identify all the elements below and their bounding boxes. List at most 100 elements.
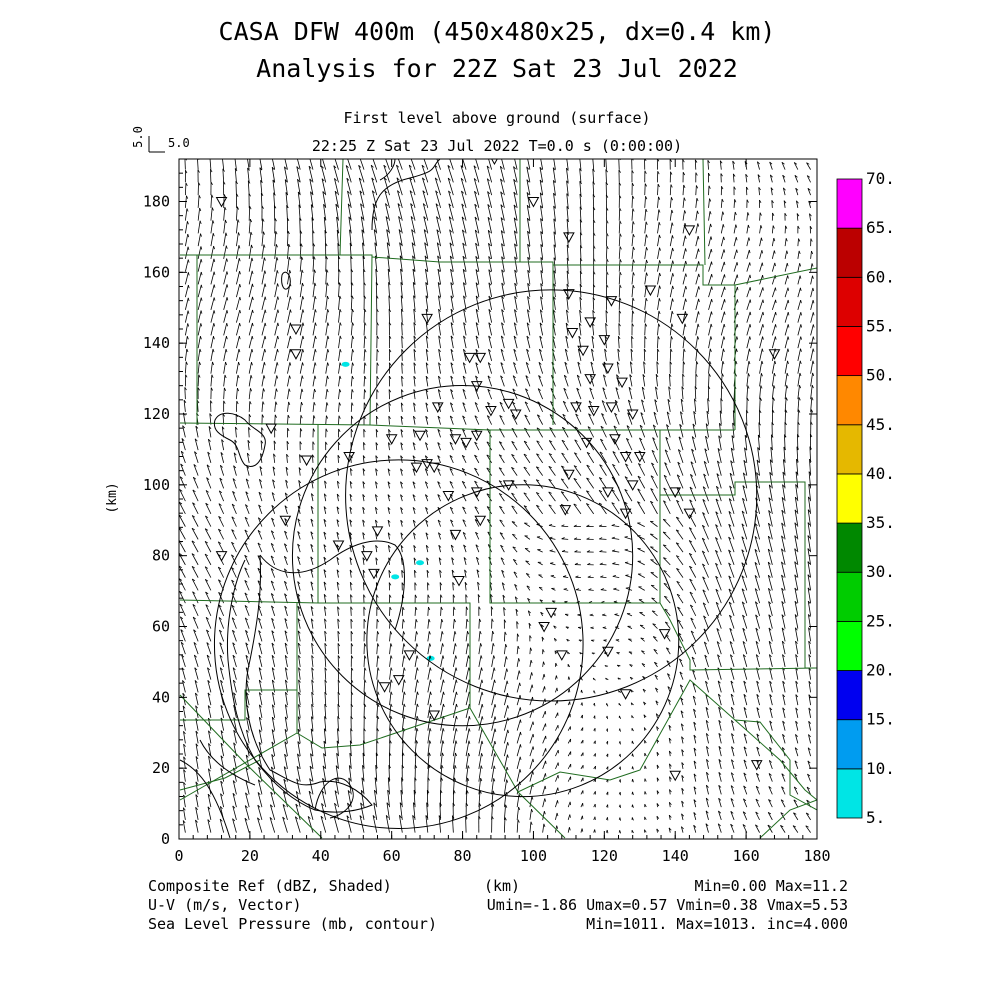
wind-vector <box>498 454 505 464</box>
wind-vector-head <box>274 218 277 222</box>
wind-vector <box>349 229 352 247</box>
wind-vector <box>503 779 508 795</box>
wind-vector-head <box>337 679 341 683</box>
wind-vector-head <box>454 765 457 769</box>
wind-vector <box>438 309 441 323</box>
wind-vector-head <box>553 296 556 300</box>
wind-vector <box>287 243 290 259</box>
wind-vector <box>258 717 263 731</box>
wind-vector-head <box>618 702 622 707</box>
wind-vector <box>676 581 684 591</box>
wind-vector <box>626 425 633 438</box>
wind-vector <box>657 247 660 259</box>
wind-vector-head <box>218 503 222 506</box>
wind-vector <box>400 790 403 808</box>
wind-vector-head <box>308 165 312 169</box>
ref-vector-u-label: 5.0 <box>168 136 190 150</box>
wind-vector <box>334 803 339 820</box>
wind-vector-head <box>772 397 775 401</box>
wind-vector <box>388 442 390 451</box>
wind-vector <box>312 282 316 298</box>
wind-vector <box>269 817 276 833</box>
wind-vector <box>334 191 339 208</box>
wind-vector-head <box>742 824 746 827</box>
wind-vector <box>299 322 304 336</box>
wind-vector-head <box>416 631 418 635</box>
wind-vector <box>718 746 722 757</box>
wind-vector-head <box>500 204 504 208</box>
wind-vector <box>437 255 441 272</box>
wind-vector-head <box>543 811 546 815</box>
wind-vector-head <box>501 282 505 286</box>
wind-vector <box>195 819 199 833</box>
wind-vector-head <box>579 156 581 159</box>
wind-vector-head <box>503 619 507 623</box>
wind-vector <box>193 629 199 642</box>
wind-vector-head <box>658 222 661 226</box>
wind-vector <box>299 362 303 374</box>
wind-vector <box>589 387 595 400</box>
wind-vector <box>440 777 442 795</box>
wind-vector-head <box>525 388 529 392</box>
wind-vector <box>631 285 634 298</box>
wind-vector <box>771 336 776 349</box>
wind-vector-head <box>663 474 667 478</box>
wind-vector-head <box>773 385 776 389</box>
wind-vector-head <box>463 335 466 339</box>
wind-vector <box>768 484 773 502</box>
wind-vector-head <box>324 480 327 484</box>
wind-vector <box>448 190 454 208</box>
wind-vector <box>273 453 276 463</box>
wind-vector <box>639 612 645 617</box>
wind-vector <box>720 236 725 247</box>
wind-vector-head <box>651 597 655 600</box>
wind-vector <box>179 540 186 553</box>
wind-vector <box>337 728 339 744</box>
wind-vector-head <box>232 490 236 494</box>
wind-vector-head <box>401 582 405 586</box>
wind-vector-head <box>760 385 763 389</box>
wind-vector-head <box>285 466 289 470</box>
wind-vector <box>231 516 237 527</box>
wind-vector <box>425 519 429 527</box>
wind-vector <box>387 494 390 502</box>
wind-vector-head <box>425 532 429 536</box>
wind-vector-head <box>438 349 441 353</box>
wind-vector <box>664 449 671 464</box>
wind-vector-head <box>206 654 210 658</box>
wind-vector <box>650 500 658 515</box>
wind-vector <box>363 376 366 387</box>
wind-vector <box>350 309 353 323</box>
wind-vector-head <box>375 455 378 459</box>
wind-vector-head <box>399 242 402 246</box>
wind-vector-head <box>425 282 428 286</box>
wind-vector-head <box>413 349 417 353</box>
wind-vector <box>346 815 352 833</box>
wind-vector-head <box>244 805 248 809</box>
wind-vector-head <box>774 262 776 267</box>
wind-vector-head <box>702 499 706 502</box>
wind-vector-head <box>574 562 578 565</box>
wind-vector <box>274 309 279 323</box>
wind-vector <box>529 696 533 706</box>
wind-vector <box>650 533 658 540</box>
wind-vector <box>283 779 288 795</box>
wind-vector-head <box>710 223 712 228</box>
wind-vector <box>525 375 531 387</box>
wind-vector-head <box>252 309 254 314</box>
wind-vector <box>650 572 658 578</box>
wind-vector-head <box>185 374 188 378</box>
wind-vector <box>323 506 327 514</box>
wind-vector <box>207 794 212 808</box>
wind-vector <box>703 615 709 629</box>
wind-vector-head <box>351 655 354 659</box>
wind-vector-head <box>443 691 445 696</box>
wind-vector <box>491 643 494 655</box>
wind-vector <box>631 195 633 208</box>
wind-vector <box>389 643 392 655</box>
wind-vector <box>491 765 495 782</box>
wind-vector-head <box>301 256 304 260</box>
wind-vector-head <box>676 593 681 597</box>
wind-vector-head <box>574 452 578 455</box>
wind-vector-head <box>527 243 530 247</box>
